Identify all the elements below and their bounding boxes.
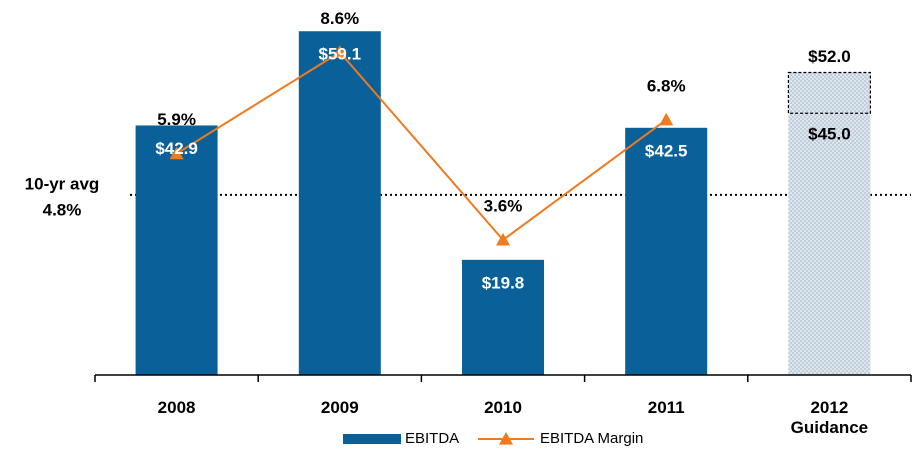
x-tick-label: 2010	[484, 398, 522, 417]
bar	[625, 127, 708, 376]
bar-label: $59.1	[319, 45, 362, 64]
margin-marker	[169, 146, 184, 160]
guidance-high-label: $52.0	[808, 47, 851, 66]
margin-label: 3.6%	[484, 196, 523, 215]
guidance-bar	[788, 113, 871, 375]
bar-label: $42.5	[645, 141, 688, 160]
x-tick-label: 2011	[647, 398, 685, 417]
guidance-low-label: $45.0	[808, 125, 851, 144]
legend-label: EBITDA	[405, 430, 459, 447]
bar	[462, 259, 544, 375]
average-text: 10-yr avg	[25, 174, 100, 193]
guidance-range	[787, 71, 872, 114]
bar-label: $19.8	[482, 273, 525, 292]
bar-label: $42.9	[155, 139, 198, 158]
margin-label: 8.6%	[320, 9, 359, 28]
x-tick-label: 2008	[157, 398, 196, 417]
margin-label: 6.8%	[647, 76, 686, 95]
average-label: 4.8%	[43, 200, 82, 219]
legend-swatch	[343, 434, 401, 444]
margin-marker	[659, 112, 674, 126]
legend-label: EBITDA Margin	[540, 430, 643, 447]
margin-line	[176, 50, 667, 242]
x-tick-label: 2009	[320, 398, 359, 417]
bar	[135, 125, 218, 375]
legend-marker	[499, 432, 513, 445]
margin-marker	[332, 45, 347, 58]
bar	[298, 31, 381, 376]
x-tick-label: 2012 Guidance	[790, 398, 869, 437]
margin-marker	[496, 232, 510, 246]
margin-label: 5.9%	[157, 110, 196, 129]
